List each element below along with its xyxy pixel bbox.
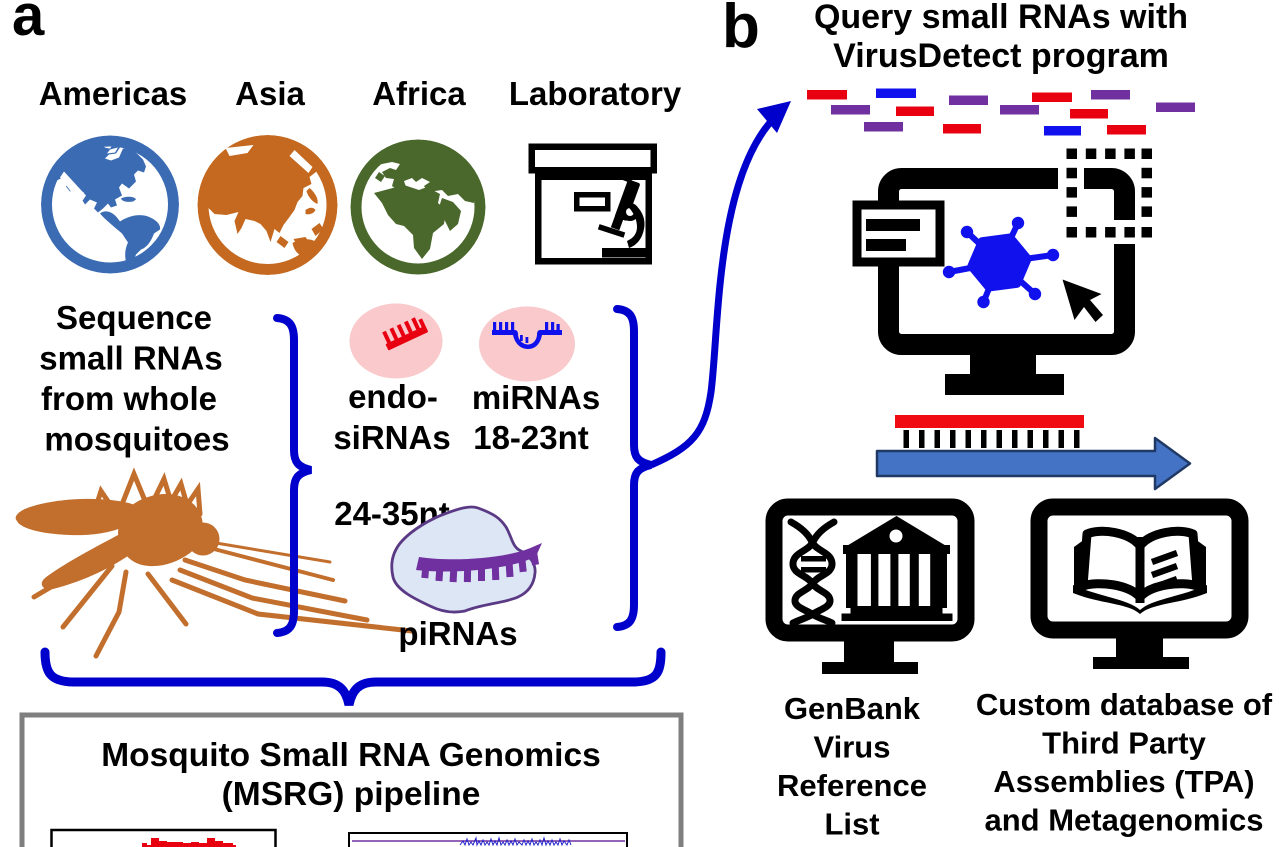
svg-text:mosquitoes: mosquitoes bbox=[44, 421, 229, 458]
svg-text:Laboratory: Laboratory bbox=[509, 75, 682, 112]
svg-text:Custom database of: Custom database of bbox=[976, 687, 1273, 722]
svg-text:Mosquito Small RNA Genomics: Mosquito Small RNA Genomics bbox=[101, 737, 600, 774]
svg-text:Americas: Americas bbox=[39, 75, 188, 112]
svg-text:Asia: Asia bbox=[235, 75, 305, 112]
svg-text:piRNAs: piRNAs bbox=[398, 615, 517, 652]
svg-text:VirusDetect program: VirusDetect program bbox=[833, 37, 1169, 75]
svg-text:a: a bbox=[12, 0, 45, 48]
svg-text:miRNAs: miRNAs bbox=[472, 379, 600, 416]
svg-text:endo-: endo- bbox=[348, 378, 438, 415]
svg-text:Reference: Reference bbox=[777, 768, 927, 803]
svg-text:from whole: from whole bbox=[41, 380, 217, 417]
svg-text:Query small RNAs with: Query small RNAs with bbox=[814, 0, 1188, 36]
svg-text:List: List bbox=[824, 807, 879, 842]
svg-text:Assemblies (TPA): Assemblies (TPA) bbox=[993, 764, 1254, 799]
svg-text:GenBank: GenBank bbox=[784, 691, 921, 726]
svg-text:siRNAs: siRNAs bbox=[333, 419, 450, 456]
svg-text:and Metagenomics: and Metagenomics bbox=[984, 803, 1263, 838]
svg-text:(MSRG) pipeline: (MSRG) pipeline bbox=[222, 776, 481, 813]
svg-text:Sequence: Sequence bbox=[56, 299, 212, 336]
svg-text:18-23nt: 18-23nt bbox=[473, 419, 589, 456]
svg-text:Africa: Africa bbox=[372, 75, 466, 112]
svg-text:Third Party: Third Party bbox=[1042, 726, 1206, 761]
svg-text:Virus: Virus bbox=[814, 730, 891, 765]
svg-text:Assembled Genomes: Assembled Genomes bbox=[966, 841, 1280, 847]
svg-text:(GBVRL): (GBVRL) bbox=[787, 845, 916, 847]
svg-text:small RNAs: small RNAs bbox=[39, 340, 222, 377]
svg-text:b: b bbox=[722, 0, 760, 61]
